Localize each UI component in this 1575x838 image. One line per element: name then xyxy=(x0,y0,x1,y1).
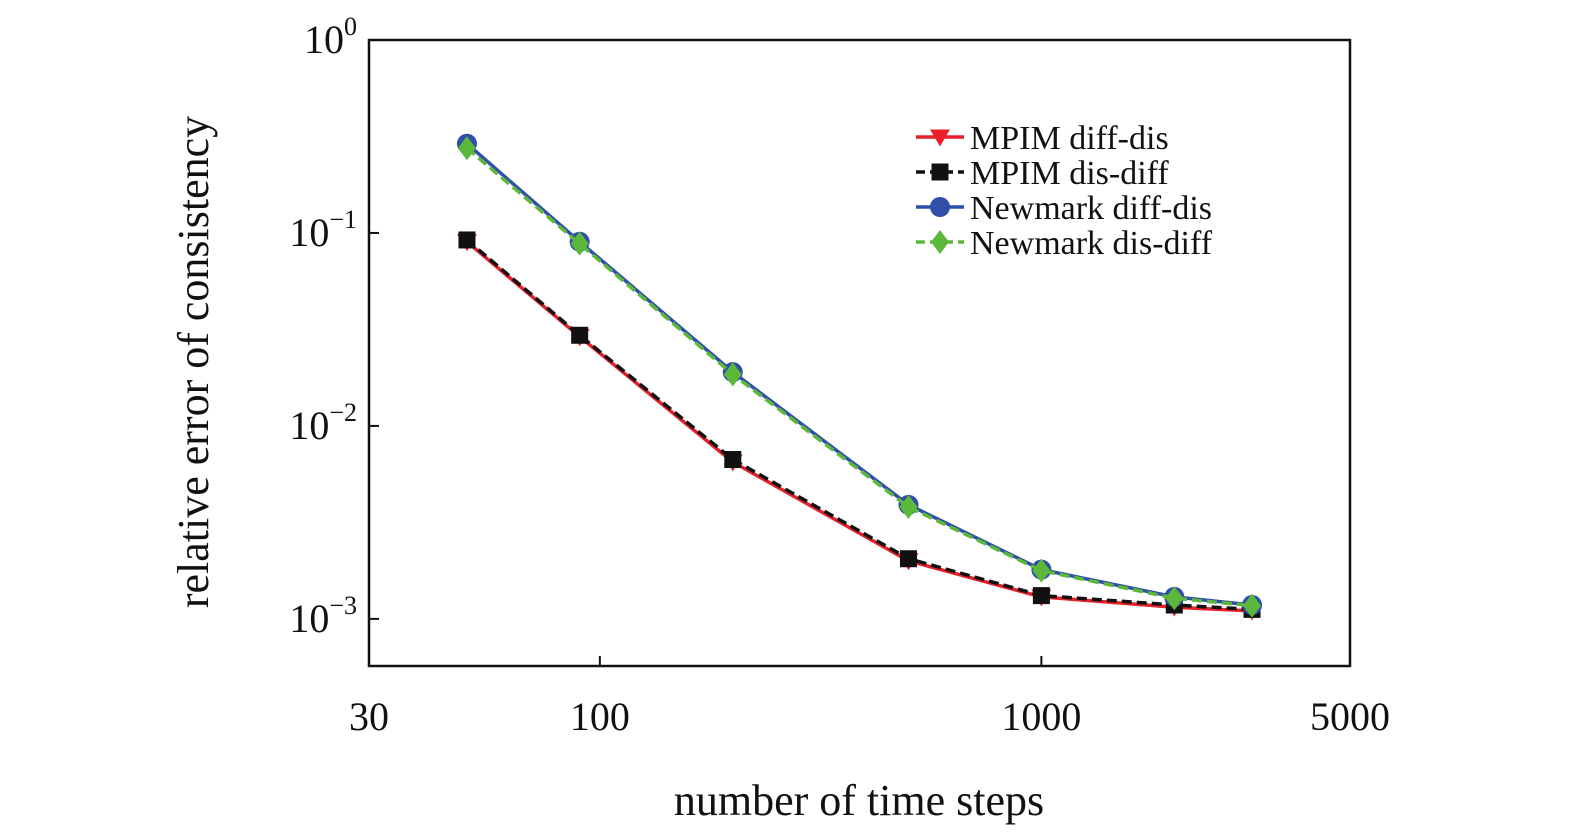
data-point xyxy=(899,495,918,520)
data-point xyxy=(723,362,742,387)
data-point xyxy=(1032,587,1050,605)
y-axis-ticks: 100 10−1 10−2 10−3 xyxy=(289,12,379,641)
data-point xyxy=(457,136,476,161)
legend-marker xyxy=(930,129,950,147)
x-axis-ticks: 30 100 1000 5000 xyxy=(349,656,1390,739)
series-1 xyxy=(456,234,1263,621)
x-tick-label: 1000 xyxy=(1001,694,1081,739)
data-point xyxy=(458,231,476,249)
data-point xyxy=(571,326,589,344)
legend-marker xyxy=(931,230,949,254)
series-line xyxy=(465,238,1253,612)
data-point xyxy=(1243,593,1262,618)
series-2 xyxy=(458,231,1261,618)
data-point xyxy=(899,550,917,568)
legend-marker xyxy=(931,163,949,181)
data-point xyxy=(724,450,742,468)
legend-item: MPIM dis-diff xyxy=(916,155,1169,192)
plot-frame xyxy=(367,38,1352,668)
legend-item: MPIM diff-dis xyxy=(916,120,1169,157)
x-tick-label: 5000 xyxy=(1310,694,1390,739)
legend-label: Newmark dis-diff xyxy=(970,225,1213,262)
y-tick-label: 100 xyxy=(304,12,357,62)
legend-label: Newmark diff-dis xyxy=(970,190,1212,227)
series-line xyxy=(465,240,1253,613)
y-tick-label: 10−1 xyxy=(289,205,357,255)
data-point xyxy=(1165,586,1184,611)
data-point xyxy=(1032,558,1051,583)
legend-label: MPIM diff-dis xyxy=(970,120,1169,157)
y-tick-label: 10−3 xyxy=(289,591,357,641)
x-tick-label: 100 xyxy=(570,694,630,739)
legend-marker xyxy=(930,197,950,217)
y-tick-label: 10−2 xyxy=(289,398,357,448)
data-point xyxy=(570,231,589,256)
legend-item: Newmark dis-diff xyxy=(916,225,1213,262)
x-axis-label: number of time steps xyxy=(674,776,1044,825)
x-tick-label: 30 xyxy=(349,694,389,739)
y-axis-label: relative error of consistency xyxy=(169,116,218,608)
series-4 xyxy=(457,136,1262,618)
legend-label: MPIM dis-diff xyxy=(970,155,1169,192)
legend-item: Newmark diff-dis xyxy=(916,190,1212,227)
series-layer xyxy=(456,133,1263,621)
